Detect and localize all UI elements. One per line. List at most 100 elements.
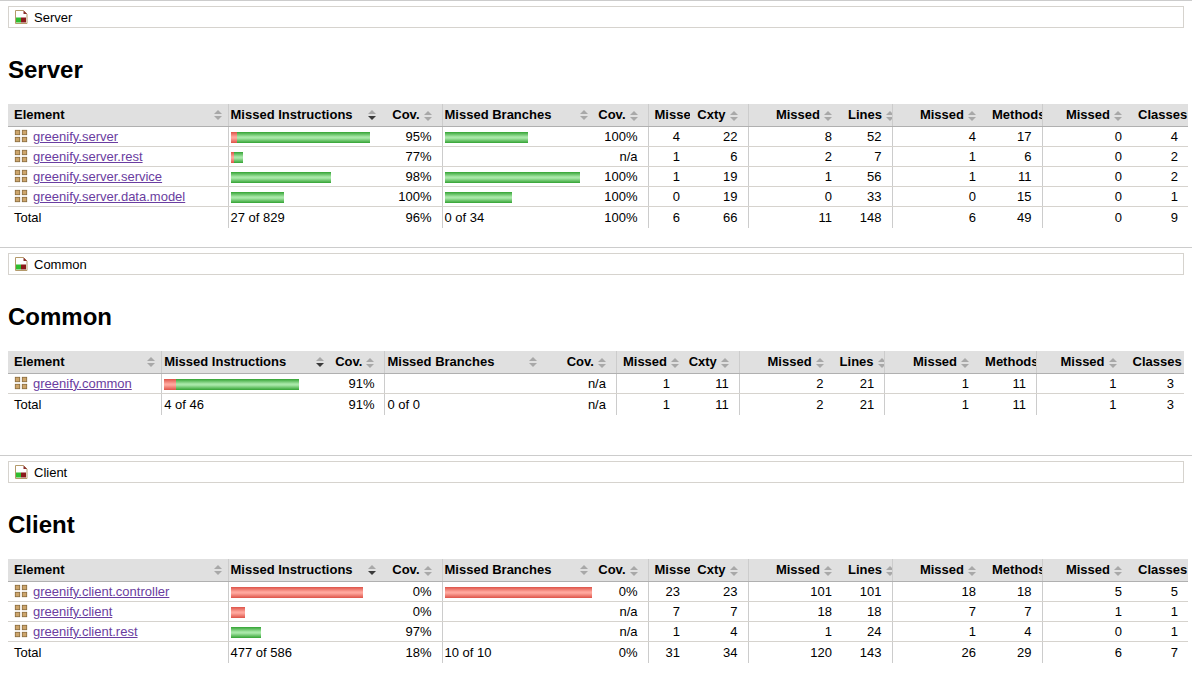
coverage-bar <box>164 379 299 390</box>
column-header-methods[interactable]: Methods <box>979 351 1036 373</box>
column-header-classes[interactable]: Classes <box>1127 351 1184 373</box>
column-header-classes[interactable]: Classes <box>1132 104 1188 126</box>
column-header-missed[interactable]: Missed <box>648 559 690 581</box>
total-missed-methods: 6 <box>892 206 986 228</box>
sort-toggle-icon <box>424 566 432 576</box>
column-header-label: Missed Branches <box>445 107 552 122</box>
column-header-missed[interactable]: Missed <box>1042 104 1132 126</box>
column-header-cxty[interactable]: Cxty <box>690 104 748 126</box>
total-instruction-coverage: 18% <box>380 641 442 663</box>
package-icon <box>14 149 28 163</box>
package-link[interactable]: greenify.server <box>33 129 118 144</box>
package-row: greenify.common91%n/a11122111113 <box>8 373 1184 393</box>
instruction-coverage-cell: 97% <box>380 621 442 641</box>
column-header-missed[interactable]: Missed <box>648 104 690 126</box>
package-link[interactable]: greenify.client <box>33 604 112 619</box>
column-header-label: Classes <box>1133 354 1182 369</box>
missed-methods-cell: 7 <box>892 601 986 621</box>
missed-branches-bar-cell <box>442 601 592 621</box>
column-header-missed[interactable]: Missed <box>616 351 680 373</box>
methods-cell: 6 <box>986 146 1042 166</box>
package-link[interactable]: greenify.client.controller <box>33 584 169 599</box>
classes-cell: 1 <box>1132 621 1188 641</box>
column-header-missed-instructions[interactable]: Missed Instructions <box>228 104 380 126</box>
column-header-label: Cxty <box>689 354 717 369</box>
column-header-label: Lines <box>848 562 882 577</box>
column-header-cov[interactable]: Cov. <box>592 559 648 581</box>
breadcrumb-current-label: Server <box>34 10 72 25</box>
missed-lines-cell: 1 <box>748 166 842 186</box>
missed-branches-bar-cell <box>442 166 592 186</box>
column-header-element[interactable]: Element <box>8 559 228 581</box>
column-header-classes[interactable]: Classes <box>1132 559 1188 581</box>
cxty-cell: 4 <box>690 621 748 641</box>
column-header-missed[interactable]: Missed <box>739 351 833 373</box>
sort-toggle-icon <box>529 357 537 367</box>
column-header-cov[interactable]: Cov. <box>328 351 385 373</box>
column-header-cxty[interactable]: Cxty <box>680 351 739 373</box>
total-missed-branches: 0 of 34 <box>442 206 592 228</box>
column-header-cxty[interactable]: Cxty <box>690 559 748 581</box>
column-header-missed[interactable]: Missed <box>885 351 979 373</box>
column-header-lines[interactable]: Lines <box>842 559 892 581</box>
column-header-missed-instructions[interactable]: Missed Instructions <box>228 559 380 581</box>
column-header-lines[interactable]: Lines <box>842 104 892 126</box>
sort-toggle-icon <box>968 111 976 121</box>
sort-toggle-icon <box>580 110 588 120</box>
coverage-bar <box>231 192 284 203</box>
column-header-missed[interactable]: Missed <box>1036 351 1126 373</box>
missed-methods-cell: 1 <box>892 166 986 186</box>
methods-cell: 11 <box>979 373 1036 393</box>
column-header-lines[interactable]: Lines <box>834 351 885 373</box>
column-header-cov[interactable]: Cov. <box>541 351 617 373</box>
missed-classes-cell: 1 <box>1036 373 1126 393</box>
total-methods: 11 <box>979 393 1036 415</box>
coverage-bar <box>445 587 593 598</box>
element-cell: greenify.client.controller <box>8 581 228 601</box>
missed-classes-cell: 0 <box>1042 126 1132 146</box>
coverage-table: ElementMissed InstructionsCov.Missed Bra… <box>8 351 1184 415</box>
package-link[interactable]: greenify.server.data.model <box>33 189 185 204</box>
column-header-label: Missed <box>768 354 812 369</box>
column-header-cov[interactable]: Cov. <box>380 104 442 126</box>
column-header-missed[interactable]: Missed <box>748 559 842 581</box>
total-lines: 143 <box>842 641 892 663</box>
cxty-cell: 6 <box>690 146 748 166</box>
package-link[interactable]: greenify.server.service <box>33 169 162 184</box>
missed-instructions-bar-cell <box>228 186 380 206</box>
total-lines: 21 <box>834 393 885 415</box>
column-header-missed-branches[interactable]: Missed Branches <box>442 559 592 581</box>
column-header-element[interactable]: Element <box>8 104 228 126</box>
column-header-label: Element <box>14 562 65 577</box>
column-header-methods[interactable]: Methods <box>986 104 1042 126</box>
missed-cell: 0 <box>648 186 690 206</box>
methods-cell: 11 <box>986 166 1042 186</box>
package-link[interactable]: greenify.server.rest <box>33 149 143 164</box>
column-header-missed[interactable]: Missed <box>892 559 986 581</box>
column-header-cov[interactable]: Cov. <box>592 104 648 126</box>
column-header-missed[interactable]: Missed <box>1042 559 1132 581</box>
total-missed-methods: 1 <box>885 393 979 415</box>
column-header-cov[interactable]: Cov. <box>380 559 442 581</box>
column-header-element[interactable]: Element <box>8 351 162 373</box>
package-link[interactable]: greenify.client.rest <box>33 624 138 639</box>
page-title: Server <box>8 56 1184 84</box>
element-cell: greenify.server <box>8 126 228 146</box>
column-header-missed-instructions[interactable]: Missed Instructions <box>162 351 328 373</box>
column-header-missed-branches[interactable]: Missed Branches <box>385 351 541 373</box>
missed-methods-cell: 0 <box>892 186 986 206</box>
column-header-missed[interactable]: Missed <box>748 104 842 126</box>
classes-cell: 2 <box>1132 166 1188 186</box>
column-header-methods[interactable]: Methods <box>986 559 1042 581</box>
column-header-missed-branches[interactable]: Missed Branches <box>442 104 592 126</box>
package-link[interactable]: greenify.common <box>33 376 132 391</box>
column-header-missed[interactable]: Missed <box>892 104 986 126</box>
missed-cell: 4 <box>648 126 690 146</box>
instruction-coverage-cell: 91% <box>328 373 385 393</box>
total-cxty: 34 <box>690 641 748 663</box>
package-row: greenify.server.service98%100%1191561110… <box>8 166 1188 186</box>
coverage-table: ElementMissed InstructionsCov.Missed Bra… <box>8 104 1188 228</box>
missed-methods-cell: 1 <box>885 373 979 393</box>
sort-toggle-icon <box>1109 358 1117 368</box>
methods-cell: 4 <box>986 621 1042 641</box>
